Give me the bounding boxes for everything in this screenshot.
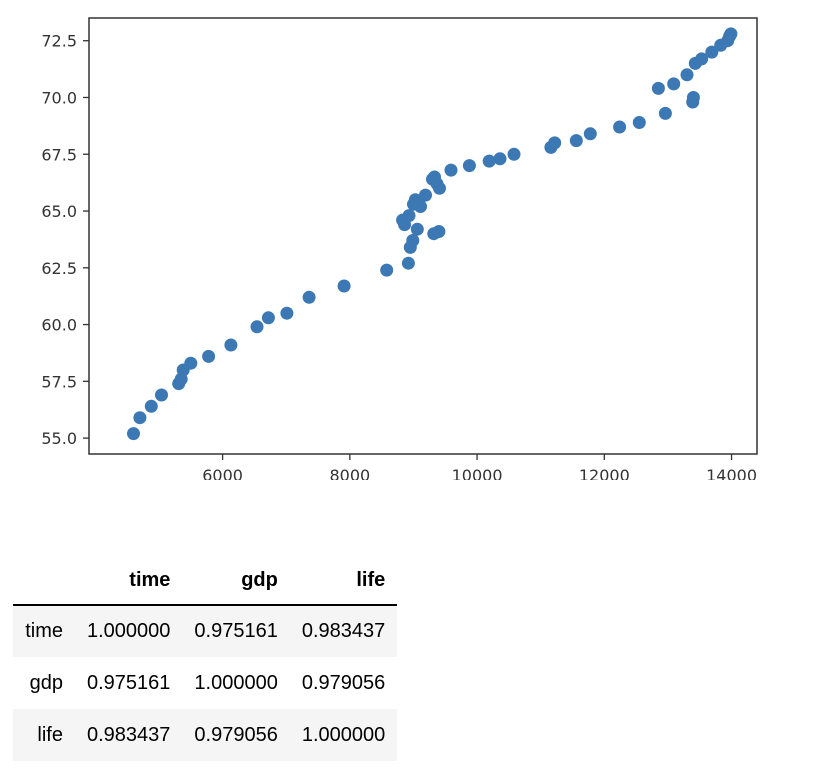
table-row: life 0.983437 0.979056 1.000000: [13, 709, 398, 761]
scatter-point: [402, 209, 416, 223]
table-cell: 0.975161: [87, 671, 171, 694]
table-row: gdp 0.975161 1.000000 0.979056: [13, 657, 397, 709]
row-label: time: [25, 620, 63, 642]
scatter-point: [202, 349, 216, 363]
scatter-point: [695, 52, 709, 66]
scatter-point: [410, 222, 424, 236]
table-cell: 0.983437: [87, 723, 171, 746]
scatter-point: [507, 147, 521, 161]
table-row: time 1.000000 0.975161 0.983437: [13, 605, 398, 657]
scatter-point: [380, 263, 394, 277]
scatter-point: [632, 116, 646, 129]
scatter-point: [583, 127, 597, 141]
y-tick-label: 72.5: [41, 32, 77, 51]
x-tick-label: 12000: [579, 466, 630, 480]
scatter-point: [705, 45, 719, 59]
column-header-gdp: gdp: [182, 556, 290, 606]
x-tick-label: 8000: [329, 466, 370, 480]
scatter-point: [155, 388, 168, 402]
scatter-point: [462, 159, 476, 173]
y-tick-label: 65.0: [41, 202, 77, 221]
column-header-life: life: [289, 556, 398, 606]
scatter-point: [302, 290, 316, 304]
scatter-point: [493, 152, 507, 166]
scatter-point: [280, 306, 294, 320]
y-tick-label: 60.0: [41, 316, 77, 335]
row-label: life: [37, 723, 63, 746]
table-corner-header: [13, 556, 75, 606]
scatter-point: [548, 136, 562, 150]
scatter-point: [261, 311, 275, 325]
correlation-table: time gdp life time 1.000000 0.975161 0.9…: [13, 556, 398, 761]
scatter-point: [613, 120, 627, 134]
scatter-point: [658, 106, 672, 120]
scatter-point: [127, 427, 140, 441]
table-cell: 1.000000: [194, 671, 278, 694]
y-tick-label: 67.5: [41, 145, 77, 164]
table-cell: 0.983437: [301, 620, 386, 642]
scatter-point: [224, 338, 238, 352]
y-axis: 55.0 57.5 60.0 62.5 65.0 67.5 70.0 72.5: [41, 32, 89, 448]
scatter-point: [144, 399, 158, 413]
scatter-point: [414, 200, 427, 213]
x-axis: 6000 8000 10000 12000 14000: [202, 454, 757, 480]
scatter-point: [433, 181, 446, 195]
y-tick-label: 70.0: [41, 88, 77, 107]
table-cell: 1.000000: [87, 620, 171, 642]
scatter-point: [667, 77, 681, 91]
scatter-points: [127, 27, 738, 441]
scatter-point: [406, 234, 420, 247]
table-cell: 1.000000: [301, 723, 386, 746]
scatter-point: [337, 279, 351, 293]
scatter-point: [724, 27, 738, 41]
table-header-row: time gdp life: [13, 556, 398, 606]
scatter-point: [184, 356, 198, 370]
scatter-chart: 6000 8000 10000 12000 14000 55.0 57.5 60.0 62.5…: [41, 17, 758, 480]
scatter-point: [250, 320, 264, 334]
scatter-point: [133, 411, 147, 425]
x-tick-label: 10000: [452, 466, 503, 480]
scatter-point: [680, 68, 694, 82]
scatter-point: [401, 256, 415, 270]
y-tick-label: 57.5: [41, 372, 77, 391]
x-tick-label: 14000: [706, 466, 757, 480]
table-cell: 0.975161: [194, 620, 278, 642]
y-tick-label: 55.0: [41, 429, 77, 448]
plot-frame: [88, 17, 758, 455]
row-label: gdp: [29, 671, 63, 694]
scatter-point: [444, 163, 458, 177]
scatter-point: [419, 188, 432, 202]
column-header-time: time: [75, 556, 183, 606]
scatter-point: [432, 225, 446, 238]
scatter-point: [651, 81, 665, 95]
y-tick-label: 62.5: [41, 259, 77, 278]
scatter-point: [686, 91, 700, 104]
table-cell: 0.979056: [194, 723, 278, 746]
table-cell: 0.979056: [301, 671, 386, 694]
x-tick-label: 6000: [202, 466, 243, 480]
scatter-point: [482, 154, 496, 168]
scatter-point: [569, 134, 583, 148]
